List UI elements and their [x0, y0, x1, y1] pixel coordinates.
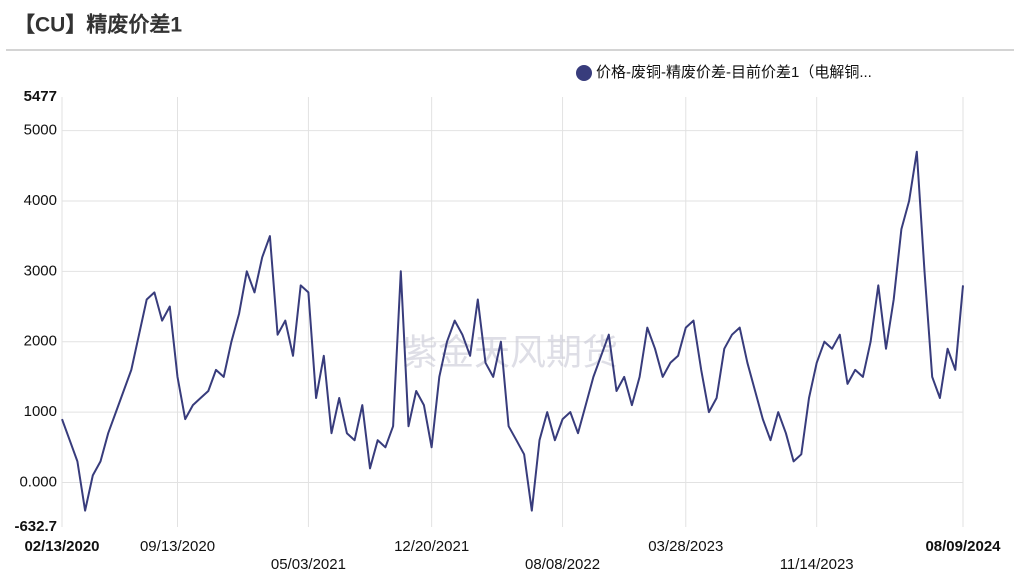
legend-marker [576, 65, 592, 81]
x-tick-label: 02/13/2020 [24, 538, 99, 555]
y-tick-label: 5000 [24, 122, 57, 139]
x-tick-label: 12/20/2021 [394, 538, 469, 555]
x-tick-label: 08/09/2024 [925, 538, 1001, 555]
legend-label: 价格-废铜-精废价差-目前价差1（电解铜... [596, 64, 872, 81]
y-tick-label: 2000 [24, 333, 57, 350]
y-tick-label: 4000 [24, 192, 57, 209]
data-line [61, 150, 964, 512]
y-tick-label: 1000 [24, 403, 57, 420]
x-tick-label: 09/13/2020 [140, 538, 215, 555]
y-tick-label: 5477 [24, 88, 57, 105]
x-tick-label: 03/28/2023 [648, 538, 723, 555]
x-tick-label: 08/08/2022 [525, 556, 600, 573]
x-tick-label: 11/14/2023 [780, 556, 854, 573]
y-tick-label: -632.7 [14, 518, 57, 535]
watermark: 紫金天风期货 [402, 332, 618, 373]
chart-title: 【CU】精废价差1 [14, 13, 182, 37]
y-tick-label: 0.000 [19, 473, 57, 490]
x-tick-label: 05/03/2021 [271, 556, 346, 573]
y-tick-label: 3000 [24, 262, 57, 279]
